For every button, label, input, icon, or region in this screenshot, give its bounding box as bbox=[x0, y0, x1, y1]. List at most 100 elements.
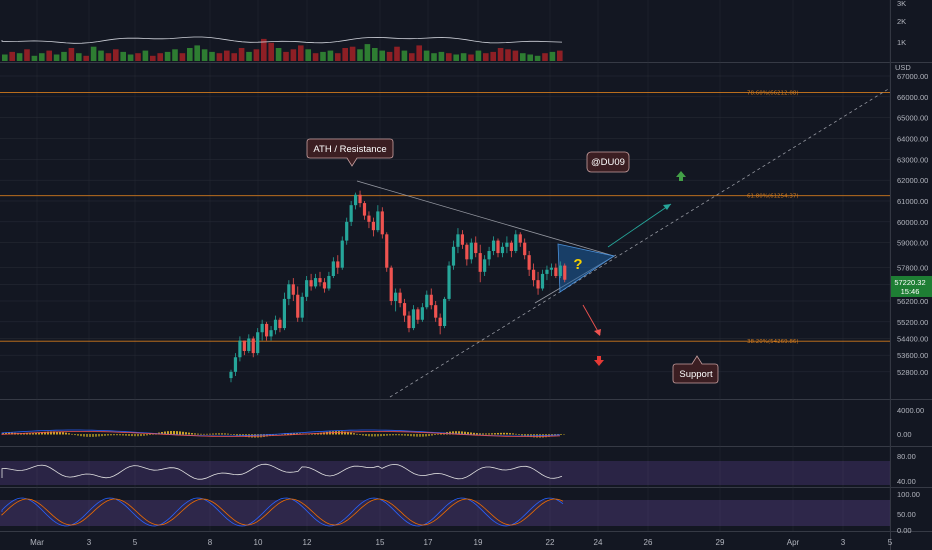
macd-histogram-bar bbox=[128, 434, 130, 436]
candle-body bbox=[305, 280, 309, 297]
candle-body bbox=[318, 278, 322, 283]
stoch-tick-label: 0.00 bbox=[897, 526, 912, 535]
candle-body bbox=[447, 265, 451, 299]
macd-histogram-bar bbox=[290, 433, 292, 435]
candle-body bbox=[327, 275, 331, 289]
candle-body bbox=[460, 234, 464, 245]
support-callout[interactable]: Support bbox=[672, 355, 719, 384]
candle-body bbox=[469, 242, 473, 260]
candle-body bbox=[451, 246, 456, 266]
candle-body bbox=[509, 242, 513, 251]
date-tick-label: 3 bbox=[87, 538, 92, 547]
price-tick-label: 60000.00 bbox=[897, 218, 928, 227]
macd-histogram-bar bbox=[365, 434, 367, 436]
candle-body bbox=[407, 315, 411, 329]
volume-bar bbox=[327, 50, 334, 61]
macd-histogram-bar bbox=[512, 433, 514, 435]
candle-body bbox=[558, 265, 562, 276]
macd-histogram-bar bbox=[452, 431, 454, 435]
volume-bar bbox=[24, 49, 30, 61]
fib-level-label: 38.20%(54269.86) bbox=[747, 339, 799, 345]
macd-histogram-bar bbox=[497, 432, 499, 435]
macd-histogram-bar bbox=[188, 432, 190, 435]
volume-bar bbox=[105, 53, 112, 61]
volume-bar bbox=[379, 50, 385, 61]
macd-histogram-bar bbox=[152, 433, 154, 435]
price-tick-label: 67000.00 bbox=[897, 72, 928, 81]
volume-bar bbox=[453, 54, 459, 61]
macd-histogram-bar bbox=[401, 434, 403, 436]
macd-histogram-bar bbox=[5, 432, 7, 435]
macd-histogram-bar bbox=[515, 433, 517, 435]
volume-bar bbox=[468, 54, 474, 61]
volume-bar bbox=[557, 50, 563, 61]
volume-bar bbox=[475, 50, 482, 61]
ath-callout[interactable]: ATH / Resistance bbox=[306, 138, 394, 167]
rsi-line bbox=[1, 463, 563, 480]
macd-histogram-bar bbox=[203, 433, 205, 435]
candle-body bbox=[291, 284, 295, 295]
volume-bar bbox=[446, 53, 452, 61]
fib-level-label: 78.60%(66212.08) bbox=[747, 90, 799, 96]
candle-body bbox=[336, 261, 340, 268]
candle-body bbox=[411, 309, 416, 329]
question-mark: ? bbox=[573, 256, 582, 273]
price-tick-label: 63000.00 bbox=[897, 155, 928, 164]
author-callout[interactable]: @DU09 bbox=[586, 151, 630, 173]
macd-histogram-bar bbox=[491, 433, 493, 435]
volume-bar bbox=[2, 54, 8, 61]
macd-histogram-bar bbox=[521, 434, 523, 436]
volume-bar bbox=[438, 51, 445, 61]
macd-histogram-bar bbox=[461, 431, 463, 435]
macd-histogram-bar bbox=[206, 433, 208, 435]
macd-histogram-bar bbox=[113, 434, 115, 436]
volume-bar bbox=[483, 53, 489, 61]
candle-body bbox=[233, 357, 238, 372]
macd-histogram-bar bbox=[107, 434, 109, 436]
macd-histogram-bar bbox=[269, 434, 271, 436]
last-price: 57220.32 bbox=[894, 278, 925, 287]
volume-bar bbox=[349, 46, 356, 61]
macd-histogram-bar bbox=[47, 431, 49, 435]
support-label: Support bbox=[679, 369, 713, 380]
candles bbox=[229, 190, 567, 383]
volume-bar bbox=[342, 48, 348, 61]
candle-body bbox=[362, 203, 367, 216]
volume-bar bbox=[113, 49, 119, 61]
volume-bar bbox=[423, 50, 430, 61]
volume-tick-label: 1K bbox=[897, 38, 906, 47]
volume-bar bbox=[164, 51, 171, 61]
macd-histogram-bar bbox=[437, 433, 439, 435]
volume-bar bbox=[394, 46, 400, 61]
macd-histogram-bar bbox=[317, 433, 319, 435]
candle-body bbox=[532, 269, 536, 281]
volume-bar bbox=[135, 53, 141, 61]
volume-bar bbox=[201, 49, 208, 61]
volume-bar bbox=[490, 51, 496, 61]
price-tick-label: 61000.00 bbox=[897, 197, 928, 206]
volume-bar bbox=[157, 53, 163, 61]
volume-ma-line bbox=[1, 36, 563, 44]
date-tick-label: 5 bbox=[133, 538, 138, 547]
macd-histogram-bar bbox=[524, 434, 526, 437]
candle-body bbox=[273, 319, 278, 331]
candle-body bbox=[394, 292, 398, 301]
date-tick-label: Apr bbox=[787, 538, 800, 547]
price-tick-label: 53600.00 bbox=[897, 351, 928, 360]
date-tick-label: 5 bbox=[888, 538, 893, 547]
macd-histogram-bar bbox=[296, 433, 298, 435]
volume-bar bbox=[549, 51, 556, 61]
price-tick-label: 62000.00 bbox=[897, 176, 928, 185]
volume-bar bbox=[283, 51, 289, 61]
candle-body bbox=[540, 273, 545, 289]
price-tick-label: 65000.00 bbox=[897, 114, 928, 123]
candle-body bbox=[278, 319, 282, 329]
volume-bar bbox=[512, 50, 519, 61]
volume-bar bbox=[216, 53, 223, 61]
candle-body bbox=[229, 371, 233, 379]
macd-histogram-bar bbox=[176, 431, 178, 435]
macd-histogram-bar bbox=[455, 431, 457, 435]
price-tick-label: 56200.00 bbox=[897, 297, 928, 306]
